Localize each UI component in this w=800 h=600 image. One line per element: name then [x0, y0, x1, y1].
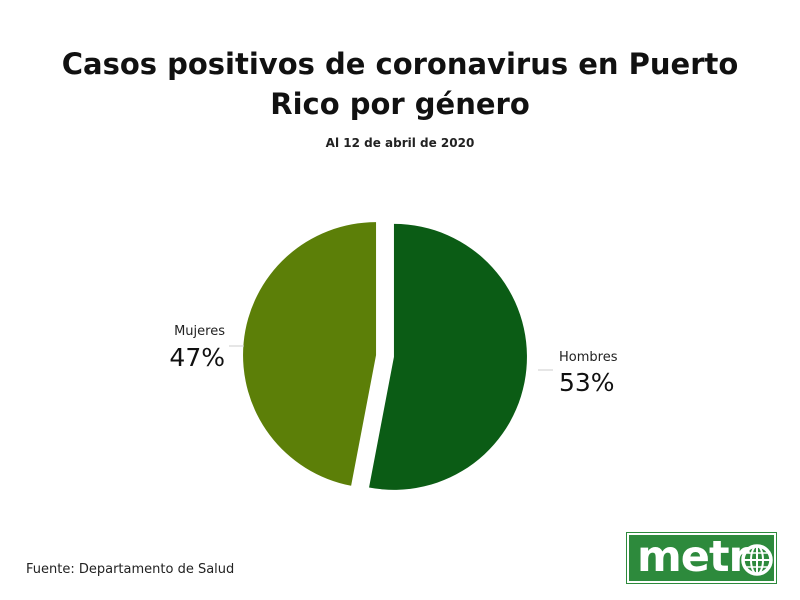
chart-subtitle: Al 12 de abril de 2020 [325, 136, 475, 150]
pie-slice-mujeres [243, 222, 377, 486]
slice-label-hombres: Hombres [559, 350, 618, 365]
slice-value-hombres: 53% [559, 368, 615, 397]
metro-logo: metr [627, 532, 776, 583]
chart-title-line-2: Rico por género [270, 87, 530, 121]
logo-text: metr [637, 532, 750, 582]
chart-title: Casos positivos de coronavirus en Puerto… [0, 44, 800, 124]
chart-title-line-1: Casos positivos de coronavirus en Puerto [61, 47, 739, 81]
pie-slice-hombres [369, 223, 527, 490]
slice-value-mujeres: 47% [169, 343, 225, 372]
pie-chart: Hombres 53% Mujeres 47% [169, 222, 618, 490]
globe-icon [741, 544, 773, 576]
slice-label-mujeres: Mujeres [174, 324, 225, 339]
source-note: Fuente: Departamento de Salud [26, 562, 235, 577]
